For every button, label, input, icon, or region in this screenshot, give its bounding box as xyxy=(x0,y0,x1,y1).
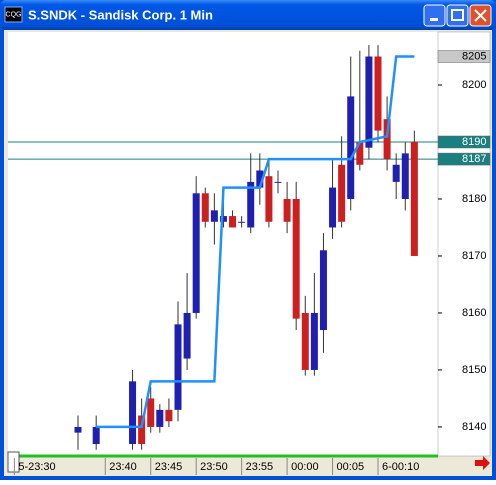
x-tick-label: 23:50 xyxy=(200,461,228,473)
y-tick-label: 8170 xyxy=(462,250,486,262)
candle-body xyxy=(256,170,264,188)
candle-body xyxy=(92,426,100,445)
x-tick-label: 23:45 xyxy=(155,461,183,473)
y-tick-label: 8200 xyxy=(462,79,486,91)
candle-body xyxy=(392,164,400,182)
level-box xyxy=(437,152,491,166)
candle-body xyxy=(383,119,391,160)
candle-body xyxy=(74,426,82,433)
candle-body xyxy=(219,216,227,222)
y-tick-label: 8160 xyxy=(462,307,486,319)
price-axis xyxy=(437,31,491,457)
plot: 8140 8150 8160 8170 8180 8190 8200 5-23:30 23:40… xyxy=(8,45,491,475)
y-tick-label: 8140 xyxy=(462,421,486,433)
level-box xyxy=(437,50,491,63)
candle-body xyxy=(365,56,373,148)
level-label: 8187 xyxy=(462,153,486,165)
x-tick-label: 6-00:10 xyxy=(382,461,419,473)
candle-body xyxy=(147,398,155,427)
candle-body xyxy=(201,193,209,222)
x-tick-label: 00:00 xyxy=(291,461,319,473)
minimize-icon xyxy=(430,18,438,21)
level-trend-line xyxy=(96,55,415,429)
candle-body xyxy=(129,381,137,445)
candle-body xyxy=(229,216,237,228)
candle-body xyxy=(247,181,255,228)
candle-body xyxy=(174,324,182,410)
candle-body xyxy=(238,221,246,223)
window-title: S.SNDK - Sandisk Corp. 1 Min xyxy=(28,7,213,22)
y-tick-label: 8180 xyxy=(462,193,486,205)
scroll-box[interactable] xyxy=(7,451,20,473)
title-bar xyxy=(0,0,496,30)
candle-body xyxy=(401,153,409,199)
x-tick-label: 5-23:30 xyxy=(18,461,55,473)
candle-body xyxy=(310,312,318,370)
y-tick-label: 8150 xyxy=(462,364,486,376)
candle-body xyxy=(329,187,337,228)
candle-body xyxy=(356,141,364,165)
maximize-button[interactable] xyxy=(446,4,469,27)
x-tick-label: 23:40 xyxy=(109,461,137,473)
time-axis xyxy=(8,458,490,475)
candle-body xyxy=(156,409,164,427)
candle-body xyxy=(210,210,218,222)
app-icon-text: CQG xyxy=(6,11,22,18)
candle-body xyxy=(265,176,273,222)
candle-body xyxy=(301,312,309,370)
candle-body xyxy=(183,312,191,359)
candle-body xyxy=(410,141,418,256)
candle-body xyxy=(347,96,355,199)
maximize-icon xyxy=(451,9,464,21)
plot-area xyxy=(8,32,438,456)
candle-body xyxy=(292,198,300,319)
candle-body xyxy=(274,181,282,183)
candle-body xyxy=(192,193,200,313)
level-label: 8205 xyxy=(462,50,486,62)
candle-body xyxy=(138,415,146,445)
x-tick-label: 00:05 xyxy=(337,461,365,473)
minimize-button[interactable] xyxy=(423,4,446,27)
close-icon xyxy=(474,9,487,22)
candle-body xyxy=(374,56,382,131)
level-label: 8190 xyxy=(462,136,486,148)
candle-body xyxy=(283,198,291,222)
level-box xyxy=(437,135,491,149)
scroll-arrow[interactable] xyxy=(475,456,490,470)
candle-body xyxy=(319,250,327,331)
candle-body xyxy=(165,409,173,422)
app-icon xyxy=(4,6,23,23)
x-tick-label: 23:55 xyxy=(246,461,274,473)
candle-body xyxy=(338,164,346,222)
